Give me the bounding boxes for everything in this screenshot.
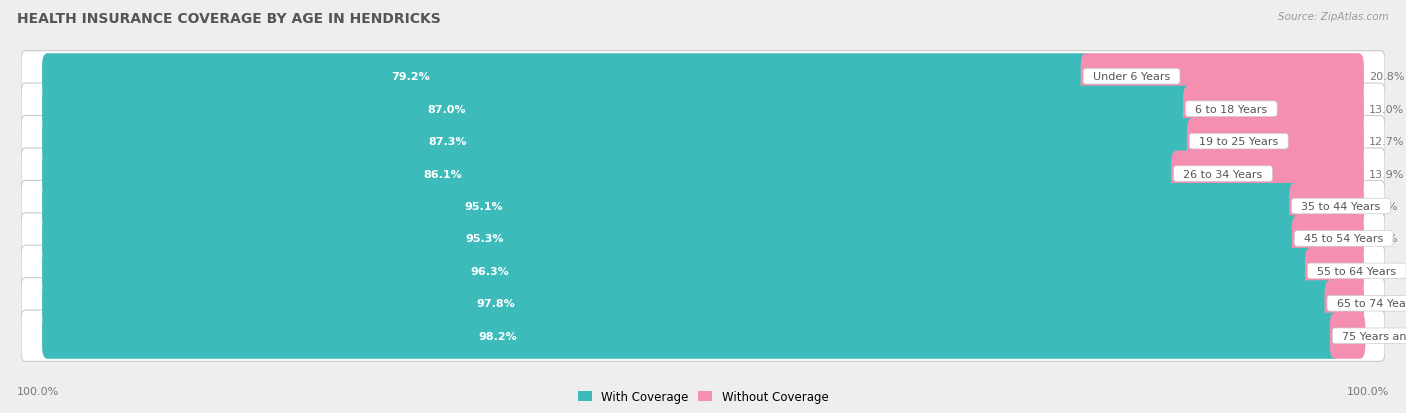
Text: Source: ZipAtlas.com: Source: ZipAtlas.com	[1278, 12, 1389, 22]
Text: 13.9%: 13.9%	[1369, 169, 1405, 179]
FancyBboxPatch shape	[1187, 119, 1364, 165]
Text: HEALTH INSURANCE COVERAGE BY AGE IN HENDRICKS: HEALTH INSURANCE COVERAGE BY AGE IN HEND…	[17, 12, 440, 26]
FancyBboxPatch shape	[42, 183, 1299, 230]
FancyBboxPatch shape	[42, 216, 1302, 262]
Text: 26 to 34 Years: 26 to 34 Years	[1177, 169, 1270, 179]
Text: 100.0%: 100.0%	[17, 387, 59, 396]
FancyBboxPatch shape	[1324, 280, 1364, 327]
Text: 100.0%: 100.0%	[1347, 387, 1389, 396]
Text: 98.2%: 98.2%	[478, 331, 517, 341]
FancyBboxPatch shape	[1305, 248, 1364, 294]
Text: 6 to 18 Years: 6 to 18 Years	[1188, 104, 1274, 114]
Text: Under 6 Years: Under 6 Years	[1085, 72, 1177, 82]
Text: 2.2%: 2.2%	[1369, 299, 1398, 309]
Text: 3.7%: 3.7%	[1369, 266, 1398, 276]
FancyBboxPatch shape	[1289, 183, 1364, 230]
Text: 95.1%: 95.1%	[464, 202, 503, 211]
FancyBboxPatch shape	[21, 84, 1385, 135]
Text: 19 to 25 Years: 19 to 25 Years	[1192, 137, 1285, 147]
FancyBboxPatch shape	[1182, 86, 1364, 133]
FancyBboxPatch shape	[42, 248, 1316, 294]
FancyBboxPatch shape	[1330, 313, 1365, 359]
Text: 20.8%: 20.8%	[1369, 72, 1405, 82]
Text: 1.9%: 1.9%	[1371, 331, 1399, 341]
Text: 4.9%: 4.9%	[1369, 202, 1398, 211]
Text: 75 Years and older: 75 Years and older	[1336, 331, 1406, 341]
Text: 87.0%: 87.0%	[427, 104, 465, 114]
Text: 13.0%: 13.0%	[1369, 104, 1405, 114]
Text: 87.3%: 87.3%	[429, 137, 467, 147]
Text: 96.3%: 96.3%	[470, 266, 509, 276]
Text: 65 to 74 Years: 65 to 74 Years	[1330, 299, 1406, 309]
FancyBboxPatch shape	[42, 313, 1340, 359]
Text: 97.8%: 97.8%	[477, 299, 516, 309]
FancyBboxPatch shape	[1292, 216, 1364, 262]
FancyBboxPatch shape	[21, 181, 1385, 232]
FancyBboxPatch shape	[42, 86, 1194, 133]
FancyBboxPatch shape	[42, 151, 1181, 197]
FancyBboxPatch shape	[21, 52, 1385, 102]
Text: 86.1%: 86.1%	[423, 169, 463, 179]
FancyBboxPatch shape	[21, 278, 1385, 329]
FancyBboxPatch shape	[21, 246, 1385, 297]
Text: 4.7%: 4.7%	[1369, 234, 1398, 244]
FancyBboxPatch shape	[1081, 54, 1364, 100]
Text: 35 to 44 Years: 35 to 44 Years	[1295, 202, 1388, 211]
FancyBboxPatch shape	[1171, 151, 1364, 197]
Text: 95.3%: 95.3%	[465, 234, 503, 244]
Text: 45 to 54 Years: 45 to 54 Years	[1298, 234, 1391, 244]
Text: 55 to 64 Years: 55 to 64 Years	[1310, 266, 1403, 276]
FancyBboxPatch shape	[21, 311, 1385, 361]
FancyBboxPatch shape	[21, 213, 1385, 264]
FancyBboxPatch shape	[42, 54, 1091, 100]
FancyBboxPatch shape	[42, 280, 1336, 327]
Text: 12.7%: 12.7%	[1369, 137, 1405, 147]
FancyBboxPatch shape	[42, 119, 1198, 165]
Text: 79.2%: 79.2%	[391, 72, 430, 82]
FancyBboxPatch shape	[21, 149, 1385, 200]
Legend: With Coverage, Without Coverage: With Coverage, Without Coverage	[572, 385, 834, 408]
FancyBboxPatch shape	[21, 116, 1385, 167]
